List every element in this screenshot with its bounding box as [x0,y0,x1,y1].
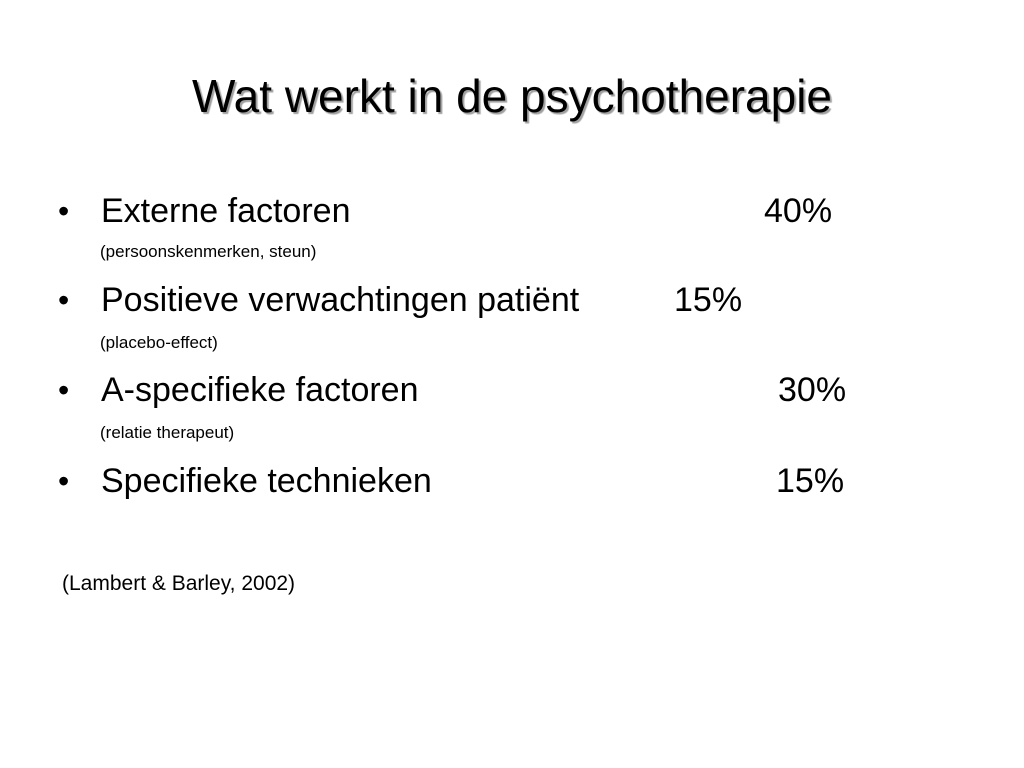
list-item: • Positieve verwachtingen patiënt 15% [0,277,1024,323]
bullet-icon: • [58,372,70,408]
bullet-icon: • [58,193,70,229]
item-label: Externe factoren [101,192,351,230]
item-note: (placebo-effect) [100,333,218,352]
item-value: 15% [776,462,845,500]
item-note: (persoonskenmerken, steun) [100,242,317,261]
list-item: • A-specifieke factoren 30% [0,367,1024,413]
item-label: Specifieke technieken [101,462,432,500]
item-value: 15% [674,281,743,319]
item-label: A-specifieke factoren [101,371,419,409]
list-item: • Specifieke technieken 15% [0,458,1024,504]
item-value: 30% [778,371,847,409]
source-citation: (Lambert & Barley, 2002) [62,572,296,595]
list-item: • Externe factoren 40% [0,188,1024,234]
slide-title: Wat werkt in de psychotherapie [191,70,833,122]
bullet-icon: • [58,463,70,499]
item-note: (relatie therapeut) [100,423,235,442]
item-value: 40% [764,192,833,230]
item-label: Positieve verwachtingen patiënt [101,281,580,319]
bullet-icon: • [58,282,70,318]
